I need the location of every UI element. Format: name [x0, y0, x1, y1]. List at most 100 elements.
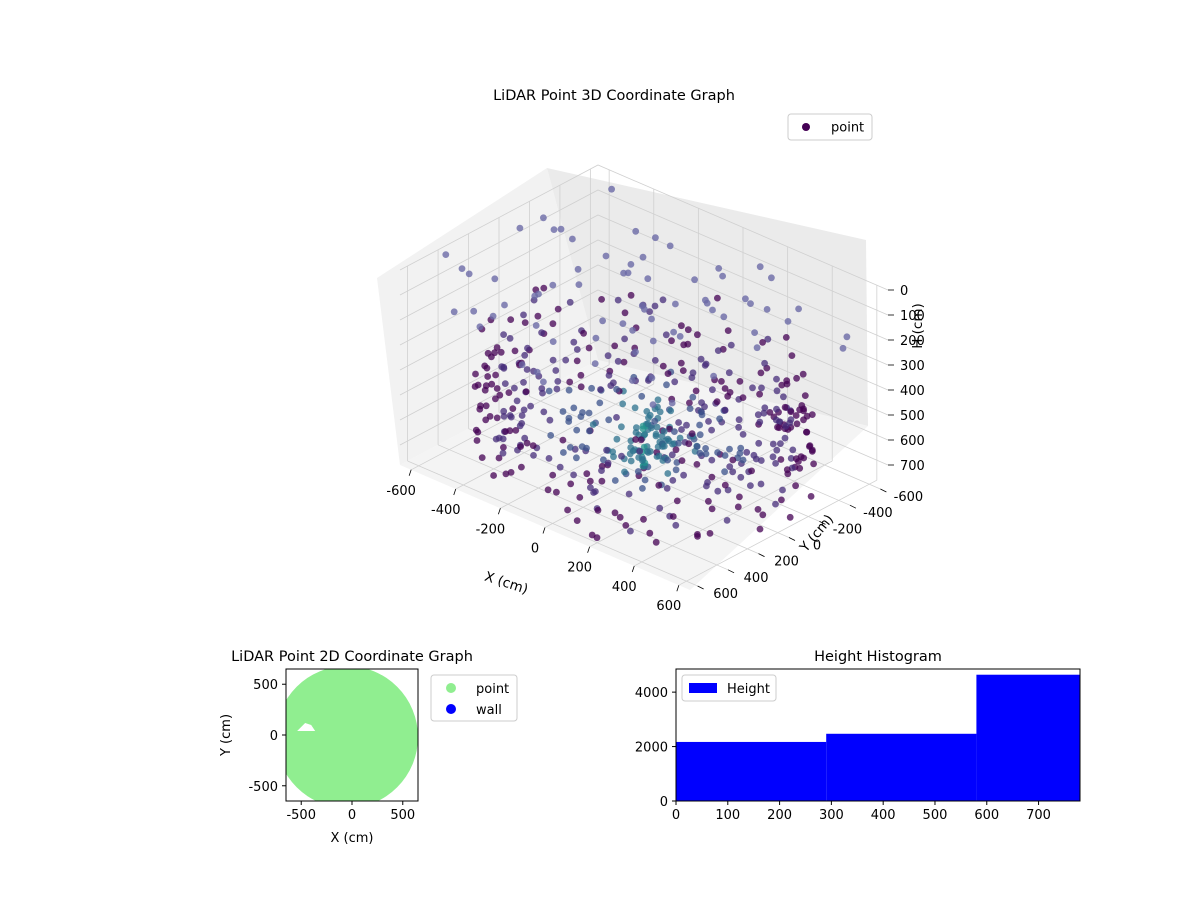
point-3d — [594, 506, 602, 514]
point-3d — [648, 315, 655, 323]
point-3d — [671, 428, 678, 435]
point-3d — [675, 439, 682, 447]
y-tick-label-histogram: 2000 — [635, 741, 668, 756]
point-3d — [757, 480, 765, 488]
point-3d — [532, 322, 540, 329]
point-3d — [696, 431, 704, 439]
point-3d — [493, 385, 501, 392]
point-3d — [716, 415, 723, 423]
point-3d — [737, 473, 745, 481]
point-3d — [573, 357, 581, 365]
point-3d — [472, 370, 479, 378]
point-3d — [597, 386, 604, 393]
y-tick-3d — [727, 569, 735, 574]
point-3d — [632, 348, 639, 356]
x-tick-label-3d: -600 — [386, 484, 416, 499]
point-3d — [619, 400, 627, 408]
point-3d — [529, 442, 537, 449]
point-3d — [569, 235, 576, 243]
point-3d — [708, 505, 716, 513]
point-3d — [757, 457, 765, 464]
y-tick-label-3d: 400 — [744, 571, 769, 586]
point-3d — [549, 320, 557, 328]
point-3d — [656, 408, 664, 416]
point-3d — [578, 443, 586, 450]
point-3d — [574, 265, 582, 273]
point-3d — [644, 275, 652, 283]
point-3d — [645, 414, 652, 422]
point-3d — [500, 407, 508, 415]
z-tick-label-3d: 200 — [900, 334, 925, 349]
legend-histogram-swatch — [689, 683, 717, 693]
point-3d — [673, 459, 681, 466]
point-3d — [774, 423, 781, 431]
y-tick-3d — [849, 504, 857, 509]
point-3d — [723, 517, 731, 524]
point-2d-gap — [297, 722, 316, 731]
point-3d — [758, 384, 765, 392]
point-3d — [678, 426, 685, 433]
point-3d — [643, 408, 651, 415]
point-3d — [570, 338, 578, 346]
point-3d — [497, 348, 505, 356]
point-3d — [796, 406, 803, 414]
grid-line — [399, 314, 889, 441]
point-3d — [761, 359, 768, 367]
point-3d — [586, 477, 594, 485]
point-3d — [499, 449, 507, 457]
y-tick-label-2d: 500 — [253, 678, 278, 693]
histogram-bar — [826, 733, 977, 801]
x-tick-3d — [676, 585, 680, 592]
point-3d — [547, 432, 555, 439]
point-3d — [647, 424, 655, 432]
point-3d — [500, 363, 508, 371]
point-3d — [781, 434, 789, 442]
x-tick-label-histogram: 100 — [715, 808, 740, 823]
point-3d — [652, 234, 659, 242]
point-3d — [801, 392, 809, 399]
point-3d — [679, 367, 687, 374]
point-3d — [782, 334, 790, 341]
point-3d — [501, 380, 509, 387]
point-3d — [787, 455, 795, 462]
point-3d — [570, 471, 577, 479]
y-tick-label-histogram: 4000 — [635, 686, 668, 701]
point-3d — [677, 359, 685, 367]
point-3d — [632, 436, 639, 443]
point-3d — [708, 426, 715, 434]
point-3d — [757, 369, 765, 377]
x-tick-label-histogram: 200 — [767, 808, 792, 823]
point-3d — [627, 261, 635, 268]
point-3d — [646, 529, 654, 537]
x-axis-label-3d: X (cm) — [483, 569, 530, 598]
point-3d — [570, 404, 578, 412]
point-3d — [726, 445, 733, 453]
point-3d — [614, 296, 622, 304]
legend-histogram-box — [681, 674, 777, 702]
point-3d — [599, 317, 606, 325]
point-3d — [701, 403, 708, 411]
point-3d — [627, 444, 635, 451]
point-3d — [676, 333, 684, 340]
chart-2d-axes: -500 0 500 -500 0 500 — [248, 678, 415, 823]
point-3d — [688, 430, 696, 437]
point-3d — [672, 466, 680, 474]
point-3d — [795, 305, 802, 313]
z-tick-label-3d: 600 — [900, 434, 925, 449]
point-3d — [549, 356, 557, 364]
point-3d — [507, 413, 515, 421]
point-3d — [773, 446, 781, 454]
point-3d — [573, 517, 581, 524]
point-3d — [649, 337, 657, 345]
point-3d — [763, 306, 771, 313]
x-tick-label-histogram: 400 — [871, 808, 896, 823]
point-3d — [735, 423, 742, 431]
z-tick-label-3d: 100 — [900, 309, 925, 324]
point-3d — [587, 484, 594, 491]
point-3d — [725, 369, 733, 377]
point-3d — [605, 416, 613, 424]
point-3d — [585, 409, 593, 417]
y-tick-label-histogram: 0 — [660, 795, 668, 810]
point-3d — [605, 372, 613, 379]
